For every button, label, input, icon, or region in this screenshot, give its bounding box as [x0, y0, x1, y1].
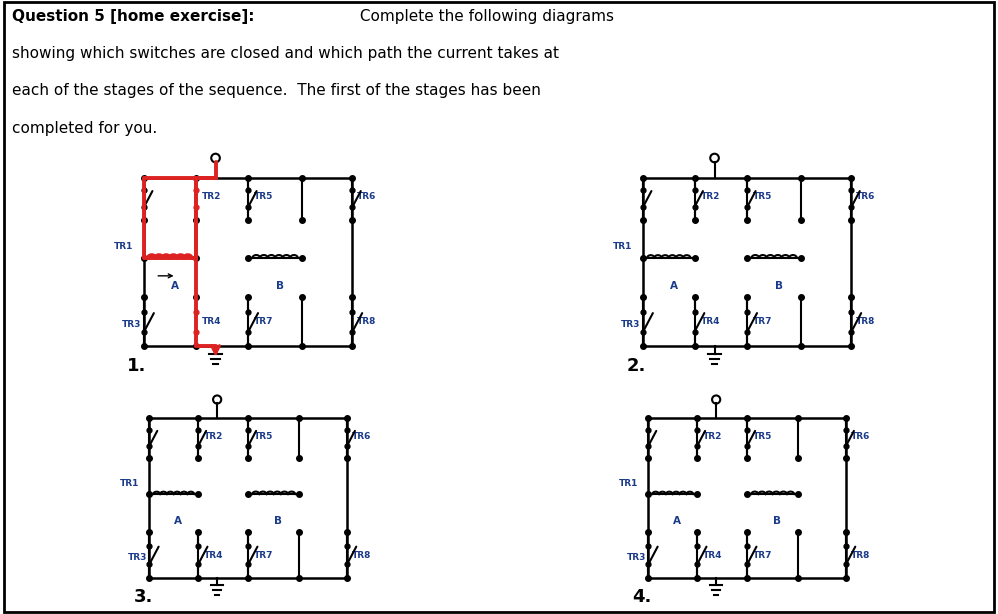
Text: TR8: TR8	[357, 317, 376, 327]
Bar	[649, 418, 846, 578]
Bar	[643, 177, 851, 346]
Text: TR7: TR7	[254, 317, 273, 327]
Text: TR5: TR5	[253, 432, 273, 441]
Text: TR2: TR2	[202, 192, 221, 201]
Text: completed for you.: completed for you.	[12, 120, 158, 136]
Text: TR5: TR5	[254, 192, 273, 201]
Text: Question 5 [home exercise]:: Question 5 [home exercise]:	[12, 9, 254, 24]
Text: TR6: TR6	[357, 192, 376, 201]
Text: TR4: TR4	[701, 317, 720, 327]
Text: TR5: TR5	[752, 432, 772, 441]
Text: TR8: TR8	[351, 551, 371, 559]
Text: TR1: TR1	[613, 242, 633, 251]
Text: A: A	[670, 281, 678, 290]
Text: TR2: TR2	[204, 432, 224, 441]
Text: B: B	[773, 516, 781, 526]
Text: TR1: TR1	[619, 479, 638, 488]
Text: TR3: TR3	[627, 553, 646, 562]
Text: TR5: TR5	[753, 192, 772, 201]
Text: TR6: TR6	[351, 432, 371, 441]
Text: B: B	[774, 281, 782, 290]
Text: 1.: 1.	[128, 357, 147, 375]
Text: each of the stages of the sequence.  The first of the stages has been: each of the stages of the sequence. The …	[12, 84, 541, 98]
Bar	[144, 177, 352, 346]
Text: TR1: TR1	[120, 479, 139, 488]
Text: A: A	[171, 281, 179, 290]
Text: TR8: TR8	[850, 551, 870, 559]
Text: Complete the following diagrams: Complete the following diagrams	[355, 9, 614, 24]
Text: A: A	[674, 516, 682, 526]
Text: 3.: 3.	[134, 588, 153, 605]
Text: TR1: TR1	[114, 242, 134, 251]
Text: TR6: TR6	[856, 192, 875, 201]
Text: TR2: TR2	[701, 192, 720, 201]
Text: TR7: TR7	[753, 317, 772, 327]
Text: 2.: 2.	[627, 357, 646, 375]
Text: TR4: TR4	[703, 551, 723, 559]
Text: TR8: TR8	[856, 317, 875, 327]
Text: TR3: TR3	[622, 320, 641, 329]
Text: showing which switches are closed and which path the current takes at: showing which switches are closed and wh…	[12, 46, 559, 61]
Bar	[150, 418, 347, 578]
Text: TR6: TR6	[850, 432, 870, 441]
Text: TR7: TR7	[253, 551, 273, 559]
Text: TR4: TR4	[202, 317, 221, 327]
Text: A: A	[175, 516, 183, 526]
Text: TR4: TR4	[204, 551, 224, 559]
Text: B: B	[275, 281, 283, 290]
Text: TR7: TR7	[752, 551, 772, 559]
Text: 4.: 4.	[633, 588, 652, 605]
Text: TR3: TR3	[123, 320, 142, 329]
Text: TR2: TR2	[703, 432, 723, 441]
Text: B: B	[274, 516, 282, 526]
Text: TR3: TR3	[128, 553, 147, 562]
